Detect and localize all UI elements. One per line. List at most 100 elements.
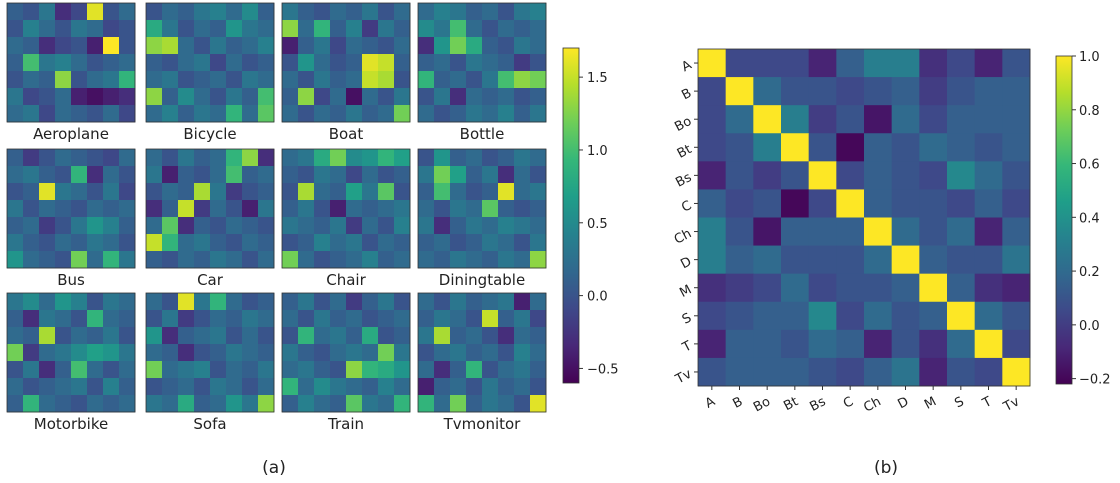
heatmap-cell [466,149,483,167]
heatmap-bicycle: Bicycle [145,2,275,143]
heatmap-cell [258,20,275,38]
heatmap-cell [314,105,331,123]
heatmap-cell [514,395,531,413]
heatmap-cell [194,54,211,72]
heatmap-cell [162,344,179,362]
heatmap-cell [55,293,72,311]
heatmap-cell [119,293,136,311]
heatmap-cell [466,105,483,123]
heatmap-cell [530,54,547,72]
heatmap-cell [919,273,948,303]
heatmap-cell [178,200,195,218]
heatmap-cell [394,54,411,72]
heatmap-cell [194,166,211,184]
heatmap-cell [514,327,531,345]
heatmap-cell [226,293,243,311]
heatmap-cell [466,395,483,413]
heatmap-cell [450,88,467,106]
heatmap-cell [226,327,243,345]
heatmap-label: Bicycle [183,125,236,143]
heatmap-cell [450,183,467,201]
heatmap-cell [498,37,515,55]
heatmap-cell [71,217,88,235]
heatmap-cell [226,200,243,218]
heatmap-cell [864,217,893,246]
heatmap-cell [346,361,363,379]
heatmap-cell [753,189,782,218]
colorbar-a-tick-label: −0.5 [587,362,619,377]
heatmap-chair: Chair [281,148,411,289]
heatmap-cell [514,88,531,106]
heatmap-cell [210,3,227,21]
heatmap-cell [482,200,499,218]
heatmap-cell [378,395,395,413]
heatmap-cell [210,310,227,328]
heatmap-cell [162,310,179,328]
heatmap-cell [418,310,435,328]
heatmap-cell [466,310,483,328]
heatmap-cell [119,395,136,413]
heatmap-cell [378,361,395,379]
heatmap-cell [162,200,179,218]
heatmap-cell [39,310,56,328]
heatmap-boat: Boat [281,2,411,143]
heatmap-cell [71,251,88,269]
heatmap-cell [346,3,363,21]
heatmap-cell [178,71,195,89]
heatmap-cell [362,327,379,345]
heatmap-cell [162,183,179,201]
heatmap-cell [298,166,315,184]
heatmap-cell [314,217,331,235]
heatmap-cell [7,105,24,123]
heatmap-cell [808,105,837,134]
heatmap-cell [282,378,299,396]
heatmap-cell [753,273,782,303]
heatmap-cell [753,329,782,359]
heatmap-cell [362,183,379,201]
heatmap-cell [7,217,24,235]
heatmap-cell [55,71,72,89]
heatmap-cell [698,245,727,275]
heatmap-cell [87,54,104,72]
heatmap-cell [482,183,499,201]
heatmap-cell [87,251,104,269]
heatmap-cell [498,105,515,123]
heatmap-cell [378,37,395,55]
heatmap-cell [226,344,243,362]
heatmap-cell [55,149,72,167]
heatmap-cell [330,361,347,379]
heatmap-cell [498,395,515,413]
heatmap-cell [146,183,163,201]
heatmap-cell [298,378,315,396]
heatmap-cell [242,37,259,55]
heatmap-cell [314,37,331,55]
heatmap-cell [836,189,865,218]
heatmap-cell [162,20,179,38]
colorbar-b-tick-label: 0.6 [1079,158,1100,173]
heatmap-cell [482,88,499,106]
panel-a: Aeroplane Bicycle Boat Bottle Bus Car Chair Din… [6,2,619,433]
heatmap-cell [178,54,195,72]
heatmap-cell [330,200,347,218]
heatmap-cell [947,77,976,106]
heatmap-cell [39,200,56,218]
heatmap-cell [87,217,104,235]
heatmap-cell [530,105,547,123]
heatmap-cell [298,217,315,235]
heatmap-cell [242,3,259,21]
heatmap-cell [87,149,104,167]
heatmap-cell [378,293,395,311]
heatmap-cell [146,361,163,379]
x-tick-label: Ch [861,394,883,415]
heatmap-cell [434,310,451,328]
heatmap-cell [482,37,499,55]
heatmap-cell [725,105,754,134]
heatmap-cell [210,234,227,252]
heatmap-cell [434,37,451,55]
heatmap-cell [1002,105,1031,134]
heatmap-cell [450,166,467,184]
heatmap-bottle: Bottle [417,2,547,143]
heatmap-cell [498,234,515,252]
heatmap-cell [434,183,451,201]
